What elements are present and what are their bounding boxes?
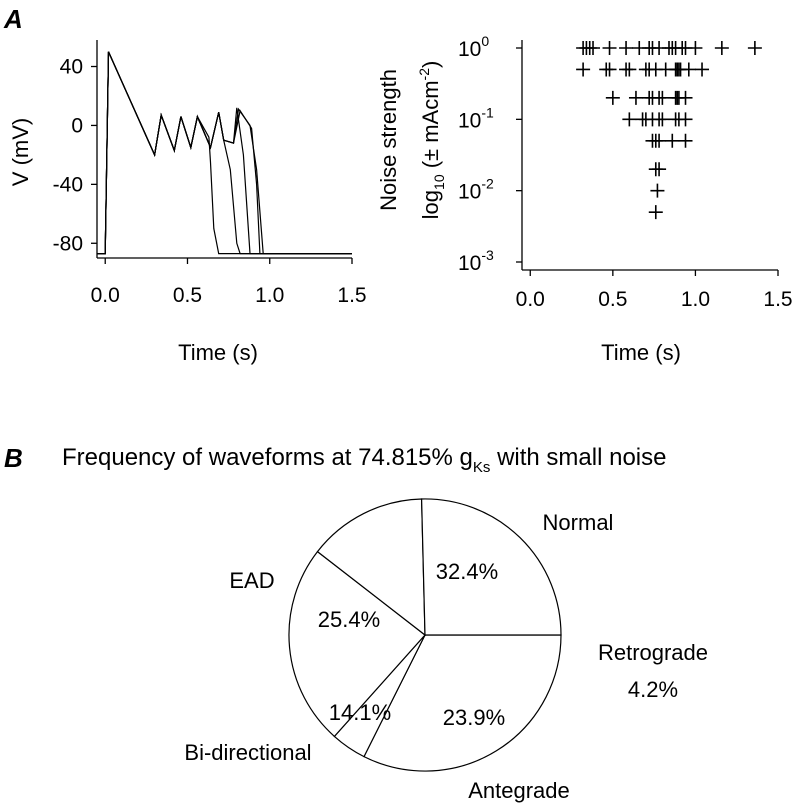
noise-scatter-chart: 100 10-1 10-2 10-3 0.0 0.5 1.0 1.5 Noise stren… xyxy=(376,33,793,365)
noise-point xyxy=(619,41,634,55)
pie-slice-name: Retrograde xyxy=(598,640,708,665)
pie-slice-name: Normal xyxy=(543,510,614,535)
noise-point xyxy=(652,133,667,148)
pie-slice-percent: 32.4% xyxy=(436,559,498,584)
noise-x-tick-label: 1.0 xyxy=(681,288,710,311)
noise-point xyxy=(622,112,637,127)
panel-a-label: A xyxy=(3,4,23,34)
panel-b-label: B xyxy=(4,443,23,473)
noise-x-label: Time (s) xyxy=(601,340,681,365)
noise-x-tick-label: 1.5 xyxy=(763,288,792,311)
pie-slice-percent: 25.4% xyxy=(318,607,380,632)
noise-point xyxy=(714,41,729,55)
voltage-trace-chart: 40 0 -40 -80 0.0 0.5 1.0 1.5 V (mV) Time (s) xyxy=(8,40,367,365)
voltage-trace xyxy=(97,51,352,255)
noise-point xyxy=(602,41,617,55)
pie-slice-percent: 4.2% xyxy=(628,677,678,702)
voltage-y-tick-label: 40 xyxy=(60,56,83,79)
pie-slice-name: Bi-directional xyxy=(184,740,311,765)
noise-y-tick-label: 100 xyxy=(458,33,489,61)
voltage-x-tick-label: 0.5 xyxy=(173,284,202,307)
noise-point xyxy=(628,90,643,105)
noise-x-tick-label: 0.0 xyxy=(516,288,545,311)
pie-slice-ead xyxy=(420,498,562,636)
noise-point xyxy=(622,62,637,77)
noise-point xyxy=(586,41,601,55)
noise-y-label-2: log10 (± mAcm-2) xyxy=(416,61,447,220)
noise-point xyxy=(747,41,762,55)
voltage-trace xyxy=(97,51,352,255)
noise-point xyxy=(681,62,696,77)
voltage-trace xyxy=(97,51,352,255)
pie-title: Frequency of waveforms at 74.815% gKs wi… xyxy=(62,444,666,476)
noise-y-label: Noise strength xyxy=(376,69,401,211)
noise-point xyxy=(688,41,703,55)
voltage-trace xyxy=(97,51,352,255)
noise-point xyxy=(602,62,617,77)
pie-slice-percent: 23.9% xyxy=(443,705,505,730)
voltage-y-tick-label: 0 xyxy=(71,114,83,137)
voltage-x-tick-label: 0.0 xyxy=(91,284,120,307)
noise-point xyxy=(652,162,667,177)
pie-slice-antegrade xyxy=(288,550,426,738)
noise-y-tick-label: 10-1 xyxy=(458,104,494,132)
noise-point xyxy=(695,62,710,77)
pie-slice-name: EAD xyxy=(229,568,274,593)
noise-point xyxy=(678,112,693,127)
noise-point xyxy=(678,133,693,148)
pie-slice-percent: 14.1% xyxy=(329,700,391,725)
pie-slice-name: Antegrade xyxy=(468,778,570,803)
noise-point xyxy=(605,90,620,105)
voltage-x-tick-label: 1.0 xyxy=(255,284,284,307)
noise-point xyxy=(650,183,665,198)
noise-y-tick-label: 10-3 xyxy=(458,247,494,275)
voltage-y-tick-label: -80 xyxy=(53,232,83,255)
voltage-x-label: Time (s) xyxy=(178,340,258,365)
voltage-y-label: V (mV) xyxy=(8,118,33,186)
noise-point xyxy=(678,90,693,105)
noise-point xyxy=(655,90,670,105)
noise-x-tick-label: 0.5 xyxy=(598,288,627,311)
pie-slice-bi-directional xyxy=(316,498,426,637)
voltage-y-tick-label: -40 xyxy=(53,173,83,196)
noise-point xyxy=(648,205,663,220)
noise-y-tick-label: 10-2 xyxy=(458,176,494,204)
noise-point xyxy=(655,112,670,127)
voltage-x-tick-label: 1.5 xyxy=(337,284,366,307)
waveform-pie-chart: Normal 32.4% Retrograde 4.2% Antegrade 23.9% B… xyxy=(184,498,708,803)
pie-slice-normal xyxy=(363,634,562,772)
voltage-trace xyxy=(97,51,352,255)
noise-point xyxy=(665,133,680,148)
noise-point xyxy=(576,62,591,77)
